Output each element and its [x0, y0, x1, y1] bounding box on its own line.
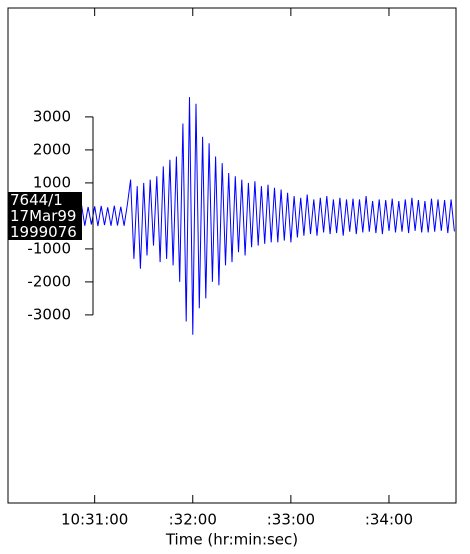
annotation: 7644/1 — [10, 191, 63, 209]
y-tick-label: -2000 — [27, 272, 71, 290]
x-tick-label: 10:31:00 — [61, 511, 128, 529]
y-tick-label: 3000 — [33, 107, 71, 125]
x-tick-label: :32:00 — [169, 511, 217, 529]
x-tick-label: :34:00 — [365, 511, 413, 529]
x-axis-label: Time (hr:min:sec) — [165, 531, 298, 549]
annotation-box — [8, 208, 82, 224]
y-tick-label: -1000 — [27, 239, 71, 257]
y-tick-label: 2000 — [33, 140, 71, 158]
y-tick-label: -3000 — [27, 305, 71, 323]
annotation-box — [8, 224, 82, 240]
annotation: 1999076 — [10, 223, 77, 241]
plot-frame — [7, 7, 457, 504]
y-tick-label: 1000 — [33, 173, 71, 191]
annotation-box — [8, 192, 82, 208]
waveform — [9, 97, 455, 335]
x-tick-label: :33:00 — [267, 511, 315, 529]
annotation: 17Mar99 — [10, 207, 76, 225]
